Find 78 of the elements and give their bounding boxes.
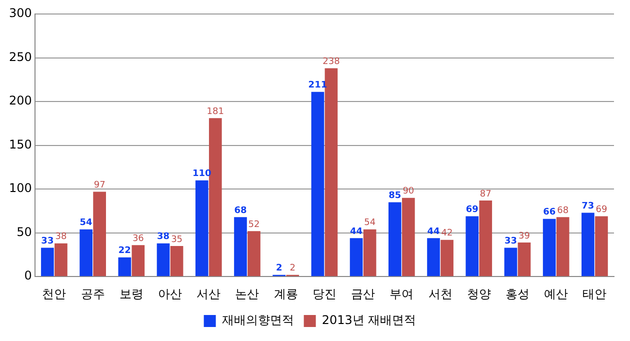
data-label: 2 bbox=[290, 264, 296, 274]
y-tick-label: 250 bbox=[9, 50, 32, 64]
x-tick-label: 홍성 bbox=[505, 286, 530, 301]
y-tick-label: 50 bbox=[16, 224, 32, 239]
data-label: 38 bbox=[55, 232, 67, 242]
bar bbox=[466, 216, 479, 276]
bar bbox=[170, 246, 184, 276]
x-tick-label: 예산 bbox=[544, 286, 568, 301]
bar bbox=[311, 92, 324, 276]
data-label: 44 bbox=[350, 226, 363, 237]
data-label: 2 bbox=[276, 264, 282, 274]
bar bbox=[248, 231, 260, 276]
data-label: 238 bbox=[322, 57, 340, 68]
data-label: 73 bbox=[582, 202, 594, 212]
data-label: 36 bbox=[132, 234, 144, 244]
bar bbox=[542, 218, 556, 276]
data-label: 97 bbox=[94, 180, 106, 191]
y-tick-label: 0 bbox=[24, 268, 32, 283]
data-label: 68 bbox=[557, 206, 569, 216]
x-tick-label: 서천 bbox=[428, 286, 452, 301]
x-tick-label: 공주 bbox=[80, 286, 105, 301]
data-label: 38 bbox=[157, 232, 170, 242]
legend-label: 2013년 재배면적 bbox=[322, 313, 416, 328]
y-tick-label: 100 bbox=[9, 181, 32, 196]
bar bbox=[427, 238, 440, 276]
x-tick-label: 천안 bbox=[42, 286, 66, 301]
bar bbox=[479, 200, 492, 276]
bar bbox=[440, 240, 454, 276]
x-tick-label: 아산 bbox=[158, 286, 182, 301]
x-tick-label: 부여 bbox=[390, 286, 414, 301]
bar bbox=[363, 229, 376, 276]
bar bbox=[350, 238, 363, 276]
bar bbox=[93, 192, 106, 276]
data-label: 69 bbox=[596, 205, 608, 216]
x-tick-label: 태안 bbox=[582, 286, 607, 301]
bar bbox=[388, 202, 402, 276]
bar bbox=[504, 248, 518, 276]
y-tick-label: 150 bbox=[9, 137, 32, 152]
bar bbox=[324, 68, 338, 276]
bar bbox=[80, 229, 92, 276]
bar bbox=[595, 216, 608, 276]
bar bbox=[118, 257, 132, 276]
data-label: 69 bbox=[466, 205, 478, 216]
data-label: 54 bbox=[80, 218, 92, 228]
data-label: 68 bbox=[234, 206, 247, 216]
bar bbox=[582, 212, 594, 276]
x-tick-label: 계룡 bbox=[274, 286, 298, 301]
data-label: 39 bbox=[518, 231, 530, 242]
bar bbox=[556, 217, 570, 276]
data-label: 66 bbox=[543, 208, 556, 218]
x-tick-label: 금산 bbox=[351, 286, 376, 301]
bar bbox=[156, 243, 170, 276]
x-tick-label: 서산 bbox=[196, 286, 221, 301]
bar bbox=[402, 198, 415, 276]
bar bbox=[54, 243, 68, 276]
data-label: 181 bbox=[206, 107, 224, 118]
bar bbox=[234, 217, 247, 276]
data-label: 52 bbox=[248, 220, 260, 230]
x-tick-label: 보령 bbox=[119, 286, 144, 301]
bar bbox=[518, 242, 531, 276]
x-tick-label: 논산 bbox=[235, 286, 260, 301]
data-label: 33 bbox=[41, 236, 54, 247]
data-label: 85 bbox=[388, 191, 402, 202]
data-label: 90 bbox=[402, 186, 414, 197]
data-label: 35 bbox=[171, 234, 183, 245]
data-label: 87 bbox=[480, 189, 492, 200]
legend-label: 재배의향면적 bbox=[222, 313, 294, 328]
bar bbox=[195, 180, 208, 276]
data-label: 54 bbox=[364, 218, 376, 228]
y-tick-label: 300 bbox=[9, 6, 32, 20]
data-label: 33 bbox=[504, 236, 517, 247]
bar bbox=[132, 245, 145, 276]
data-label: 44 bbox=[427, 226, 440, 237]
data-label: 22 bbox=[118, 246, 131, 256]
x-tick-label: 청양 bbox=[466, 286, 491, 301]
y-tick-label: 200 bbox=[9, 94, 32, 108]
bar bbox=[41, 248, 54, 276]
x-tick-label: 당진 bbox=[312, 286, 336, 301]
